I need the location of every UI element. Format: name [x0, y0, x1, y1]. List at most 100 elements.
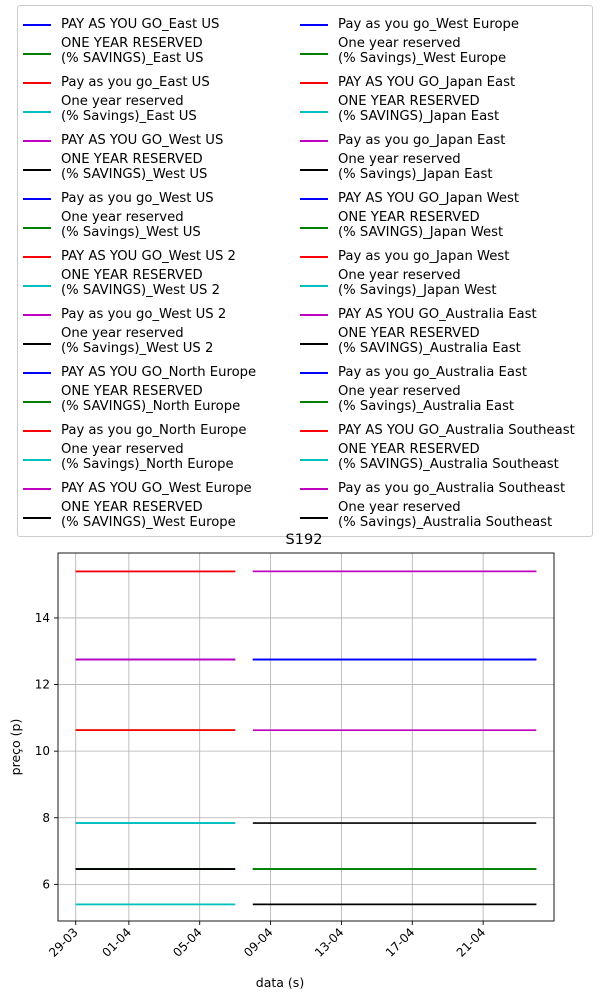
legend-label: PAY AS YOU GO_Japan West	[338, 191, 520, 206]
legend-swatch	[23, 255, 51, 258]
legend-swatch	[300, 197, 328, 200]
legend-swatch	[23, 23, 51, 26]
legend-swatch	[23, 487, 51, 490]
legend-swatch	[300, 458, 328, 461]
legend-entry: PAY AS YOU GO_Japan West	[300, 189, 590, 208]
legend-label: One year reserved (% Savings)_Australia …	[338, 499, 553, 531]
legend-label: One year reserved (% Savings)_Japan West	[338, 267, 497, 299]
legend-swatch	[300, 284, 328, 287]
legend-entry: One year reserved (% Savings)_North Euro…	[23, 441, 313, 479]
legend-label: ONE YEAR RESERVED (% SAVINGS)_Japan East	[338, 93, 500, 125]
legend-entry: ONE YEAR RESERVED (% SAVINGS)_Australia …	[300, 441, 590, 479]
legend-label: Pay as you go_West US	[61, 191, 214, 206]
legend-entry: Pay as you go_Australia East	[300, 363, 590, 382]
legend-label: One year reserved (% Savings)_North Euro…	[61, 441, 234, 473]
legend-label: PAY AS YOU GO_Australia Southeast	[338, 423, 575, 438]
x-axis-label: data (s)	[256, 975, 304, 990]
legend-swatch	[23, 429, 51, 432]
legend-label: Pay as you go_Japan West	[338, 249, 510, 264]
legend-entry: ONE YEAR RESERVED (% SAVINGS)_West Europ…	[23, 499, 313, 537]
chart-title: S192	[286, 532, 323, 548]
legend-swatch	[23, 197, 51, 200]
legend-swatch	[23, 458, 51, 461]
legend-entry: Pay as you go_East US	[23, 73, 313, 92]
legend-label: ONE YEAR RESERVED (% SAVINGS)_Japan West	[338, 209, 504, 241]
legend-swatch	[23, 81, 51, 84]
legend-entry: One year reserved (% Savings)_East US	[23, 93, 313, 131]
legend-swatch	[23, 52, 51, 55]
legend-swatch	[300, 52, 328, 55]
legend-label: PAY AS YOU GO_West US 2	[61, 249, 236, 264]
legend-swatch	[23, 284, 51, 287]
legend-swatch	[300, 139, 328, 142]
y-tick-label: 10	[35, 744, 50, 758]
legend-swatch	[23, 313, 51, 316]
legend-swatch	[23, 139, 51, 142]
plot-frame	[57, 552, 555, 922]
legend-swatch	[23, 168, 51, 171]
legend-swatch	[23, 226, 51, 229]
legend-label: PAY AS YOU GO_West US	[61, 133, 224, 148]
legend-entry: Pay as you go_West Europe	[300, 15, 590, 34]
legend-label: ONE YEAR RESERVED (% SAVINGS)_West Europ…	[61, 499, 236, 531]
legend-entry: ONE YEAR RESERVED (% SAVINGS)_East US	[23, 35, 313, 73]
legend-label: ONE YEAR RESERVED (% SAVINGS)_West US 2	[61, 267, 220, 299]
legend-entry: One year reserved (% Savings)_Australia …	[300, 383, 590, 421]
legend-entry: PAY AS YOU GO_West Europe	[23, 479, 313, 498]
legend-label: ONE YEAR RESERVED (% SAVINGS)_East US	[61, 35, 204, 67]
y-tick-label: 8	[42, 811, 50, 825]
legend-label: Pay as you go_West Europe	[338, 17, 520, 32]
legend-entry: Pay as you go_North Europe	[23, 421, 313, 440]
legend-swatch	[300, 400, 328, 403]
x-tick-label: 05-04	[170, 925, 205, 960]
legend-swatch	[23, 110, 51, 113]
legend-label: One year reserved (% Savings)_West Europ…	[338, 35, 507, 67]
legend-entry: One year reserved (% Savings)_West US	[23, 209, 313, 247]
legend-swatch	[23, 342, 51, 345]
legend-label: One year reserved (% Savings)_East US	[61, 93, 197, 125]
legend-label: Pay as you go_West US 2	[61, 307, 227, 322]
legend-swatch	[300, 342, 328, 345]
legend-entry: Pay as you go_West US	[23, 189, 313, 208]
legend-swatch	[300, 313, 328, 316]
x-tick-label: 13-04	[312, 925, 347, 960]
legend-swatch	[300, 429, 328, 432]
legend-entry: PAY AS YOU GO_North Europe	[23, 363, 313, 382]
y-tick-label: 14	[35, 611, 50, 625]
legend-swatch	[23, 516, 51, 519]
legend-label: PAY AS YOU GO_Australia East	[338, 307, 537, 322]
legend-entry: ONE YEAR RESERVED (% SAVINGS)_North Euro…	[23, 383, 313, 421]
legend-entry: PAY AS YOU GO_Australia East	[300, 305, 590, 324]
legend-entry: Pay as you go_Japan West	[300, 247, 590, 266]
legend-entry: ONE YEAR RESERVED (% SAVINGS)_West US	[23, 151, 313, 189]
y-axis-label: preço (p)	[8, 719, 23, 776]
legend-swatch	[300, 226, 328, 229]
legend-entry: One year reserved (% Savings)_West US 2	[23, 325, 313, 363]
legend-label: One year reserved (% Savings)_Japan East	[338, 151, 493, 183]
x-tick-label: 29-03	[46, 925, 81, 960]
legend-label: Pay as you go_Australia East	[338, 365, 528, 380]
legend-entry: One year reserved (% Savings)_Japan West	[300, 267, 590, 305]
legend-swatch	[300, 168, 328, 171]
legend-entry: PAY AS YOU GO_Japan East	[300, 73, 590, 92]
legend-label: PAY AS YOU GO_Japan East	[338, 75, 516, 90]
legend-label: PAY AS YOU GO_West Europe	[61, 481, 252, 496]
legend-swatch	[300, 371, 328, 374]
legend-entry: One year reserved (% Savings)_Australia …	[300, 499, 590, 537]
legend-label: Pay as you go_Japan East	[338, 133, 506, 148]
legend-entry: Pay as you go_West US 2	[23, 305, 313, 324]
legend-entry: PAY AS YOU GO_Australia Southeast	[300, 421, 590, 440]
legend-swatch	[300, 23, 328, 26]
legend-label: One year reserved (% Savings)_Australia …	[338, 383, 515, 415]
legend-swatch	[300, 110, 328, 113]
x-tick-label: 01-04	[99, 925, 134, 960]
legend-entry: ONE YEAR RESERVED (% SAVINGS)_West US 2	[23, 267, 313, 305]
legend-swatch	[23, 371, 51, 374]
legend-label: ONE YEAR RESERVED (% SAVINGS)_Australia …	[338, 441, 559, 473]
legend-label: ONE YEAR RESERVED (% SAVINGS)_North Euro…	[61, 383, 241, 415]
legend-swatch	[300, 487, 328, 490]
legend-entry: PAY AS YOU GO_West US	[23, 131, 313, 150]
legend-label: Pay as you go_East US	[61, 75, 210, 90]
legend-label: One year reserved (% Savings)_West US	[61, 209, 201, 241]
